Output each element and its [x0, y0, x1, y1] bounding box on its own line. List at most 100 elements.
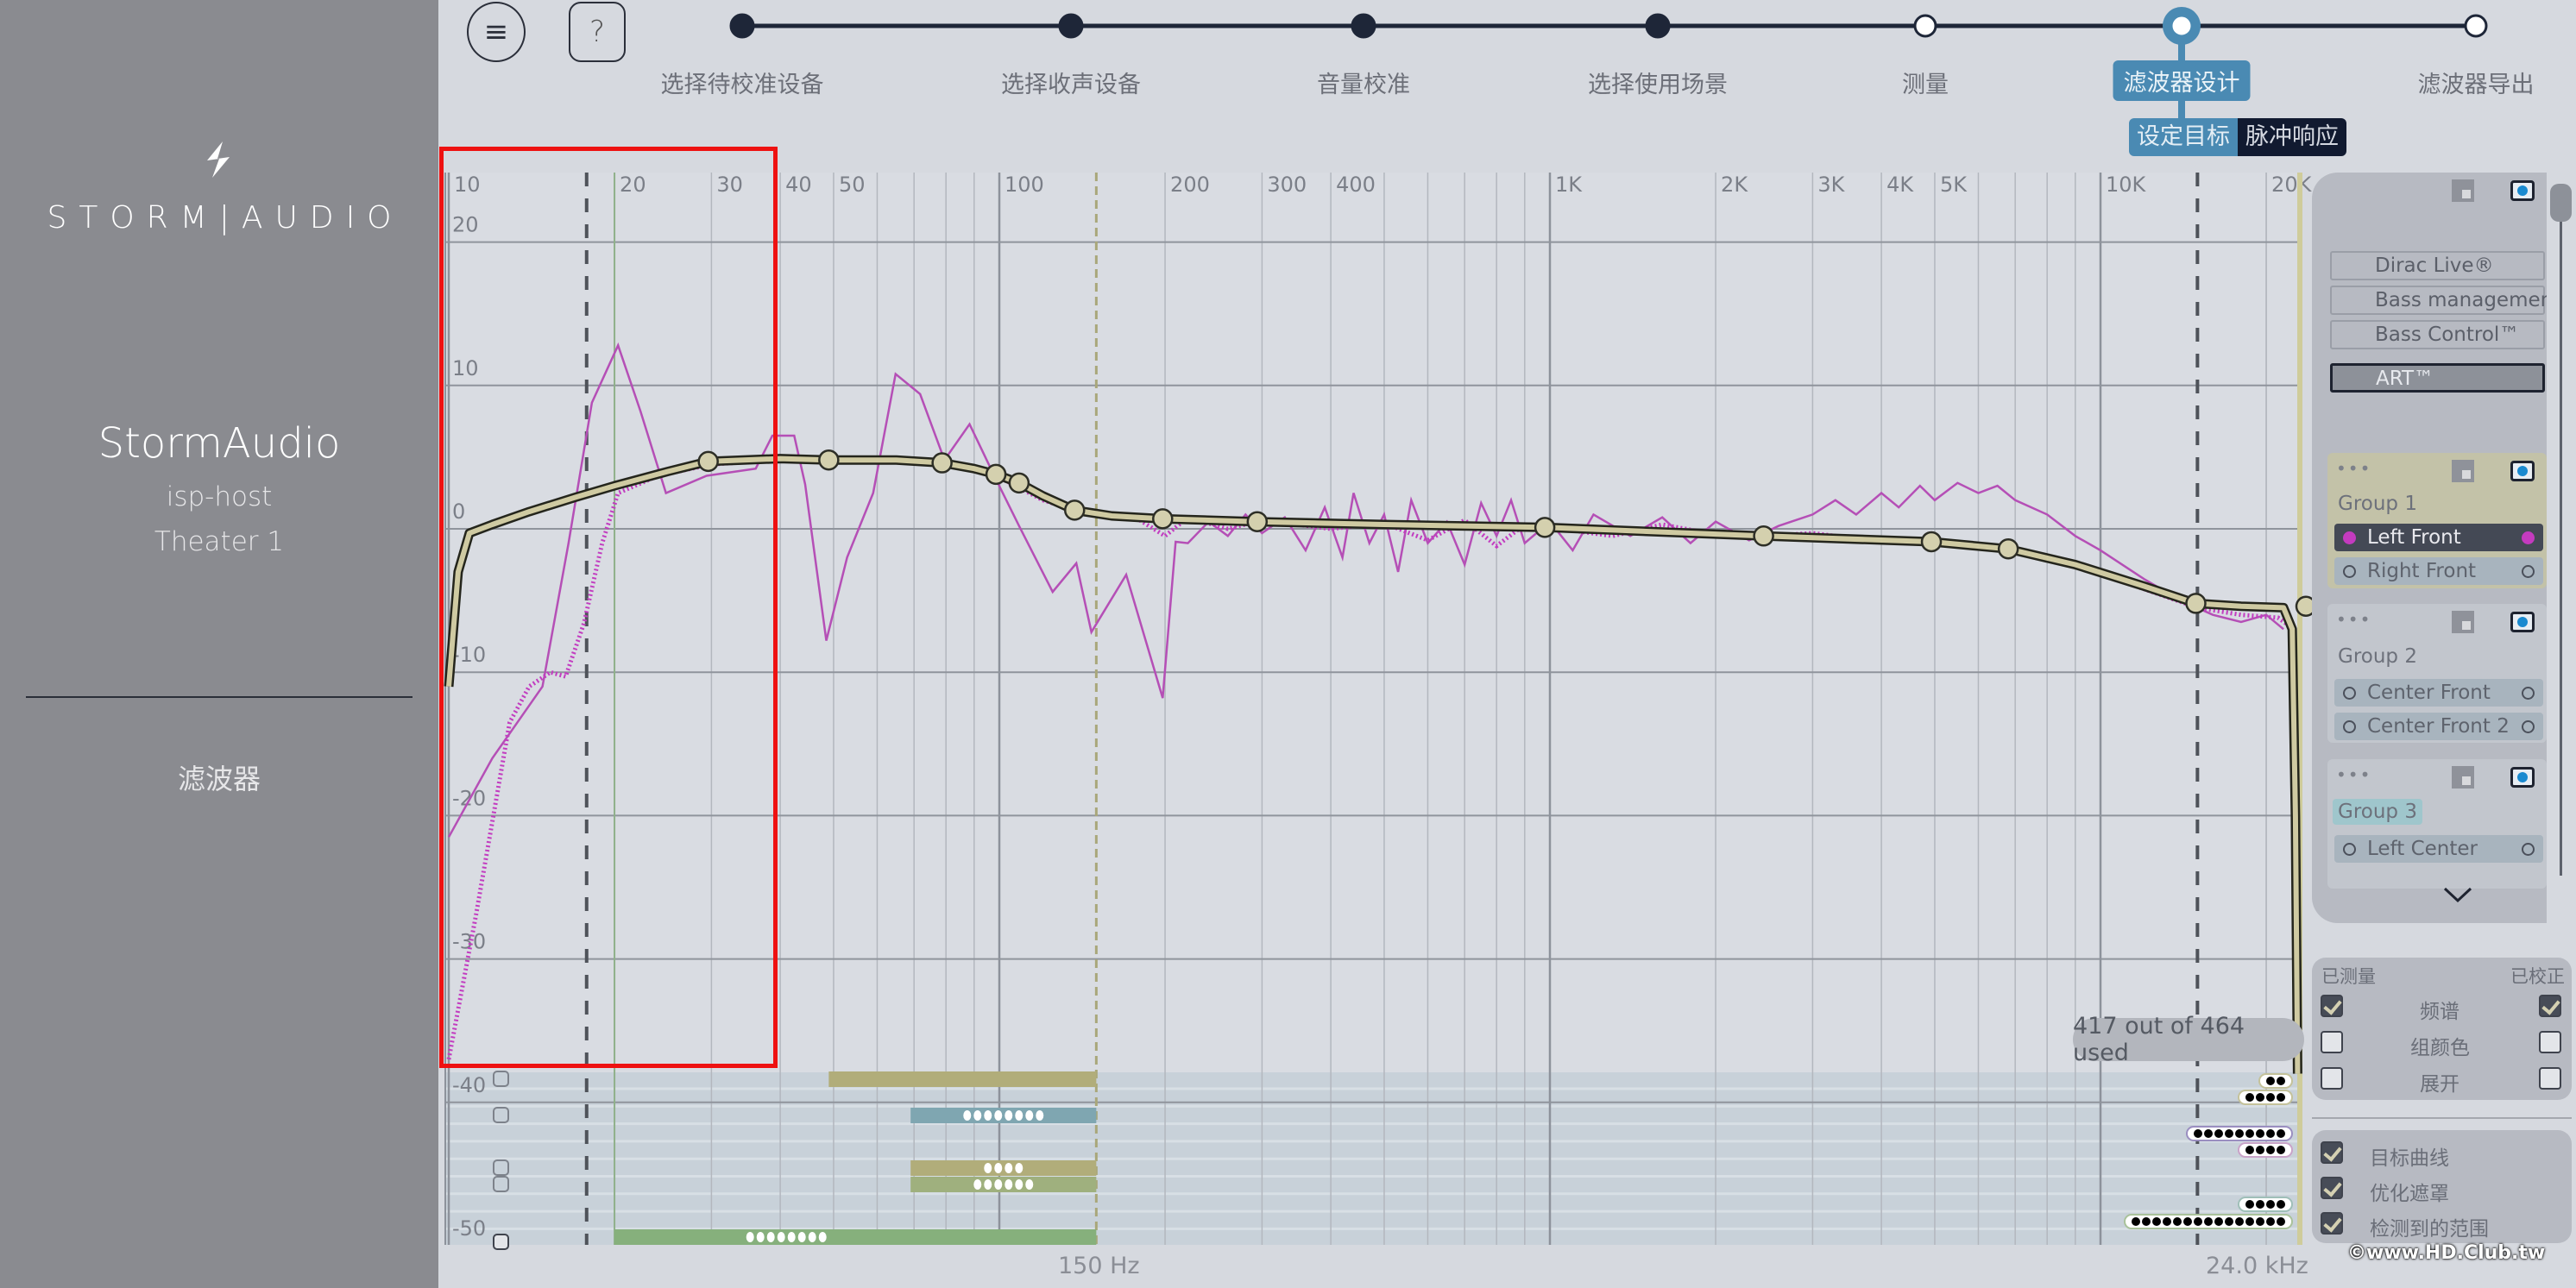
filter-band-bar[interactable] — [910, 1177, 1097, 1192]
target-control-point[interactable] — [931, 452, 953, 474]
step-response-icon[interactable] — [2452, 179, 2474, 202]
filter-band-bar[interactable] — [910, 1160, 1097, 1176]
band-dot — [2266, 1093, 2275, 1102]
x-tick-label: 4K — [1886, 173, 1914, 197]
group-color-measured-checkbox[interactable] — [2321, 1031, 2343, 1053]
divider — [2312, 1117, 2572, 1119]
scrollbar-track[interactable] — [2560, 185, 2562, 876]
spectrum-measured-checkbox[interactable] — [2321, 995, 2343, 1017]
band-checkbox[interactable] — [493, 1234, 509, 1250]
target-control-point[interactable] — [1753, 525, 1774, 547]
detected-range-checkbox[interactable] — [2321, 1212, 2343, 1235]
channel-center-front[interactable]: Center Front — [2334, 679, 2543, 707]
filter-band-bar[interactable] — [828, 1071, 1097, 1087]
filter-band-bar[interactable] — [614, 1229, 1097, 1245]
scrollbar-thumb[interactable] — [2550, 184, 2572, 222]
visibility-icon[interactable] — [2510, 612, 2535, 632]
spectrum-corrected-checkbox[interactable] — [2539, 995, 2561, 1017]
target-control-point[interactable] — [985, 463, 1007, 486]
band-dot — [2245, 1129, 2254, 1138]
mode-bass-control[interactable]: Bass Control™ — [2330, 320, 2545, 349]
y-tick-label: -40 — [452, 1073, 486, 1097]
group-title[interactable]: Group 3 — [2333, 799, 2422, 825]
band-dot — [2256, 1200, 2264, 1209]
group-color-corrected-checkbox[interactable] — [2539, 1031, 2561, 1053]
band-dot — [2204, 1129, 2213, 1138]
step-label[interactable]: 选择待校准设备 — [660, 72, 824, 98]
x-tick-label: 100 — [1005, 173, 1044, 197]
step-node[interactable] — [1351, 13, 1376, 39]
band-checkbox[interactable] — [493, 1176, 509, 1192]
step-response-icon[interactable] — [2452, 611, 2474, 633]
target-control-point[interactable] — [818, 449, 840, 471]
step-node[interactable] — [2464, 14, 2488, 38]
group-title[interactable]: Group 2 — [2338, 645, 2417, 668]
visibility-icon[interactable] — [2510, 767, 2535, 788]
target-control-point[interactable] — [2185, 593, 2207, 614]
group-title[interactable]: Group 1 — [2338, 493, 2417, 515]
expand-measured-checkbox[interactable] — [2321, 1067, 2343, 1090]
more-icon[interactable]: ••• — [2336, 764, 2372, 785]
tab-set-target[interactable]: 设定目标 — [2129, 118, 2238, 156]
step-node[interactable] — [1645, 13, 1671, 39]
more-icon[interactable]: ••• — [2336, 458, 2372, 479]
visibility-icon[interactable] — [2510, 180, 2535, 201]
visibility-icon[interactable] — [2510, 461, 2535, 481]
target-control-point[interactable] — [1920, 531, 1943, 553]
target-control-point[interactable] — [1997, 538, 2019, 560]
step-response-icon[interactable] — [2452, 460, 2474, 482]
band-checkbox[interactable] — [493, 1107, 509, 1123]
menu-button[interactable]: ≡ — [467, 2, 526, 62]
step-node-active[interactable] — [2170, 14, 2194, 38]
sidebar-item-filters[interactable]: 滤波器 — [177, 763, 261, 795]
corrected-dot-icon — [2522, 843, 2535, 856]
step-label[interactable]: 选择使用场景 — [1588, 72, 1728, 98]
step-label[interactable]: 测量 — [1902, 72, 1949, 98]
expand-corrected-checkbox[interactable] — [2539, 1067, 2561, 1090]
optimization-mask-checkbox[interactable] — [2321, 1177, 2343, 1199]
step-response-icon[interactable] — [2452, 766, 2474, 789]
mode-dirac-live[interactable]: Dirac Live® — [2330, 251, 2545, 280]
band-dot — [2266, 1217, 2275, 1226]
target-control-point[interactable] — [1008, 472, 1030, 494]
channel-left-center[interactable]: Left Center — [2334, 835, 2543, 863]
overlay-options-panel: 目标曲线 优化遮罩 检测到的范围 — [2312, 1130, 2572, 1243]
band-dot — [756, 1232, 765, 1242]
channel-right-front[interactable]: Right Front — [2334, 557, 2543, 585]
room-name: Theater 1 — [154, 526, 285, 557]
band-dot — [2235, 1129, 2244, 1138]
target-control-point[interactable] — [697, 450, 719, 473]
mode-art[interactable]: ART™ — [2330, 363, 2545, 393]
step-node[interactable] — [1913, 14, 1937, 38]
channel-name: Center Front — [2367, 682, 2491, 704]
corrected-dot-icon — [2522, 720, 2535, 733]
help-button[interactable]: ? — [569, 2, 626, 62]
band-dot — [2277, 1077, 2285, 1085]
step-label[interactable]: 音量校准 — [1317, 72, 1410, 98]
target-curve-checkbox[interactable] — [2321, 1141, 2343, 1164]
target-control-point[interactable] — [1534, 517, 1556, 538]
step-node[interactable] — [1058, 13, 1084, 39]
filter-band-bar[interactable] — [910, 1108, 1097, 1123]
subtabs: 设定目标 脉冲响应 — [2129, 118, 2346, 156]
band-checkbox[interactable] — [493, 1159, 509, 1176]
mode-bass-management[interactable]: Bass management — [2330, 286, 2547, 315]
step-node[interactable] — [729, 13, 755, 39]
more-icon[interactable]: ••• — [2336, 609, 2372, 630]
chevron-down-icon[interactable] — [2442, 880, 2473, 911]
band-dot — [2194, 1217, 2202, 1226]
band-dot — [1025, 1179, 1034, 1190]
tab-impulse-response[interactable]: 脉冲响应 — [2238, 118, 2346, 156]
channel-center-front-2[interactable]: Center Front 2 — [2334, 713, 2543, 740]
band-checkbox[interactable] — [493, 1071, 509, 1087]
filter-band-pill[interactable] — [2258, 1073, 2293, 1089]
step-label[interactable]: 选择收声设备 — [1001, 72, 1141, 98]
target-control-point[interactable] — [1152, 508, 1174, 530]
target-control-point[interactable] — [1246, 511, 1269, 532]
band-dot — [2245, 1217, 2254, 1226]
channel-left-front[interactable]: Left Front — [2334, 524, 2543, 551]
step-label[interactable]: 滤波器导出 — [2417, 72, 2535, 98]
step-label[interactable]: 滤波器设计 — [2113, 60, 2251, 101]
target-control-point[interactable] — [1063, 499, 1086, 521]
